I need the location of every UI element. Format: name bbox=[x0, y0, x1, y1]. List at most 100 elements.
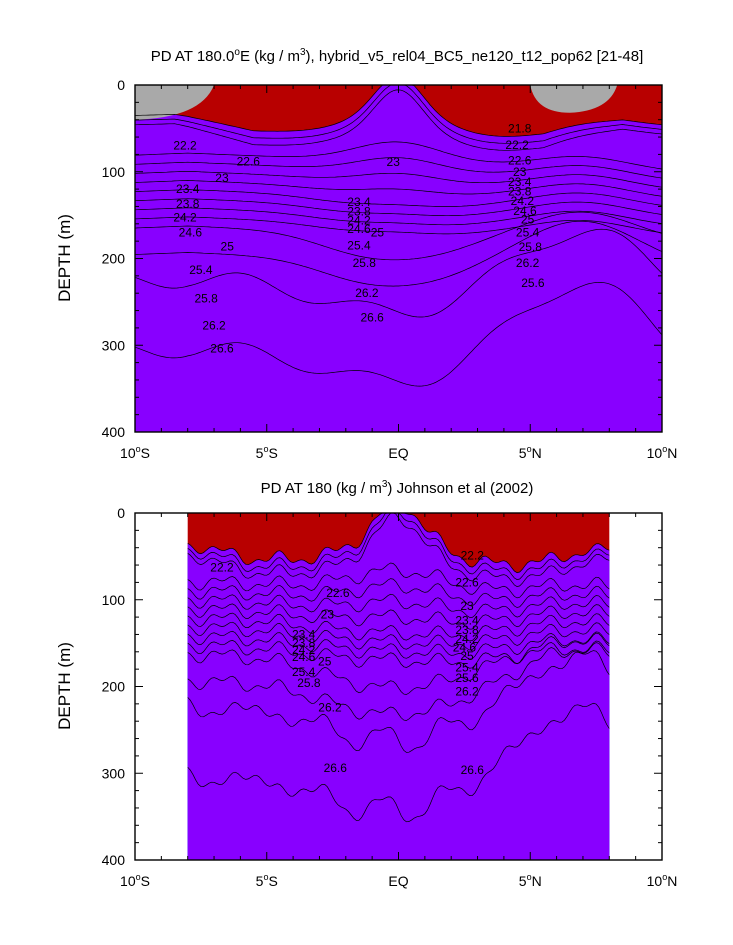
isopycnal-25 bbox=[134, 207, 663, 226]
contour-label: 22.2 bbox=[210, 561, 234, 575]
contour-label: 25.8 bbox=[297, 676, 321, 690]
contour-label: 23.8 bbox=[292, 636, 316, 650]
y-tick-label: 400 bbox=[102, 424, 126, 440]
contour-label: 24.2 bbox=[292, 643, 316, 657]
model-y-axis-label: DEPTH (m) bbox=[55, 214, 74, 302]
contour-label: 23.4 bbox=[176, 182, 200, 196]
contour-label: 24.6 bbox=[292, 650, 316, 664]
contour-label: 26.2 bbox=[516, 256, 540, 270]
contour-label: 21.8 bbox=[508, 121, 532, 135]
contour-label: 26.2 bbox=[318, 700, 342, 714]
contour-label: 25 bbox=[221, 239, 235, 253]
contour-label: 22.6 bbox=[237, 154, 261, 168]
observed-y-axis-label: DEPTH (m) bbox=[55, 642, 74, 730]
contour-label: 25.8 bbox=[353, 256, 377, 270]
y-tick-label: 200 bbox=[102, 251, 126, 267]
contour-label: 24.2 bbox=[455, 632, 479, 646]
x-tick-label: EQ bbox=[388, 445, 408, 461]
isopycnal-22.6 bbox=[134, 141, 663, 170]
observed-density-panel: PD AT 180 (kg / m3) Johnson et al (2002)… bbox=[55, 479, 677, 889]
contour-label: 25.4 bbox=[292, 665, 316, 679]
model-density-panel: PD AT 180.0oE (kg / m3), hybrid_v5_rel04… bbox=[55, 47, 677, 461]
contour-label: 22.6 bbox=[326, 586, 350, 600]
contour-label: 23.8 bbox=[508, 185, 532, 199]
contour-label: 25.8 bbox=[519, 240, 543, 254]
contour-label: 22.2 bbox=[173, 139, 197, 153]
isopycnal-24.2 bbox=[187, 612, 610, 642]
y-tick-label: 0 bbox=[117, 505, 125, 521]
contour-label: 24.2 bbox=[173, 211, 197, 225]
contour-label: 25.4 bbox=[455, 660, 479, 674]
contour-label: 24.6 bbox=[513, 204, 537, 218]
contour-label: 25.4 bbox=[189, 263, 213, 277]
contour-label: 23.4 bbox=[455, 614, 479, 628]
isopycnal-24.6 bbox=[187, 621, 610, 651]
isopycnal-26.6 bbox=[134, 228, 663, 318]
contour-label: 24.2 bbox=[511, 194, 535, 208]
contour-label: 25.8 bbox=[194, 291, 218, 305]
density-band-21.4 bbox=[135, 85, 662, 432]
contour-label: 24.2 bbox=[347, 213, 371, 227]
contour-label: 24.6 bbox=[453, 640, 477, 654]
contour-label: 25.4 bbox=[516, 225, 540, 239]
contour-label: 25 bbox=[318, 654, 332, 668]
isopycnal-23.4 bbox=[134, 170, 663, 188]
y-tick-label: 200 bbox=[102, 679, 126, 695]
contour-label: 25.6 bbox=[455, 671, 479, 685]
isopycnal-23.8 bbox=[187, 603, 610, 630]
isopycnal-23.8 bbox=[134, 180, 663, 197]
isopycnal-23.4 bbox=[187, 593, 610, 618]
x-tick-label: 5oN bbox=[519, 872, 542, 889]
isopycnal-25.8 bbox=[134, 211, 663, 261]
y-tick-label: 300 bbox=[102, 337, 126, 353]
contour-label: 26.6 bbox=[360, 310, 384, 324]
x-tick-label: 10oN bbox=[647, 872, 678, 889]
contour-label: 23.4 bbox=[292, 627, 316, 641]
y-tick-label: 0 bbox=[117, 77, 125, 93]
contour-label: 22.6 bbox=[508, 153, 532, 167]
contour-label: 24.6 bbox=[347, 222, 371, 236]
isopycnal-27 bbox=[187, 702, 610, 823]
x-tick-label: 5oN bbox=[519, 444, 542, 461]
model-panel-title: PD AT 180.0oE (kg / m3), hybrid_v5_rel04… bbox=[151, 47, 644, 65]
contour-label: 23.4 bbox=[347, 195, 371, 209]
contour-label: 23.8 bbox=[176, 197, 200, 211]
contour-label: 22.2 bbox=[505, 138, 529, 152]
x-tick-label: 10oS bbox=[120, 444, 150, 461]
contour-label: 25 bbox=[460, 649, 474, 663]
contour-label: 25.6 bbox=[521, 276, 545, 290]
contour-label: 26.6 bbox=[210, 342, 234, 356]
y-tick-label: 300 bbox=[102, 765, 126, 781]
contour-label: 26.2 bbox=[455, 685, 479, 699]
contour-label: 23.4 bbox=[508, 175, 532, 189]
isopycnal-27 bbox=[134, 281, 663, 387]
contour-label: 26.6 bbox=[324, 761, 348, 775]
x-tick-label: 10oS bbox=[120, 872, 150, 889]
contour-label: 23 bbox=[513, 165, 527, 179]
isopycnal-23 bbox=[134, 157, 663, 179]
x-tick-label: 10oN bbox=[647, 444, 678, 461]
contour-label: 26.6 bbox=[461, 763, 485, 777]
y-tick-label: 400 bbox=[102, 852, 126, 868]
isopycnal-26.2 bbox=[134, 220, 663, 287]
isopycnal-26.2 bbox=[187, 642, 610, 721]
isopycnal-25 bbox=[187, 630, 610, 660]
isopycnal-23 bbox=[187, 578, 610, 608]
contour-label: 25 bbox=[521, 212, 535, 226]
observed-panel-title: PD AT 180 (kg / m3) Johnson et al (2002) bbox=[261, 479, 534, 497]
contour-label: 23.8 bbox=[347, 205, 371, 219]
contour-label: 26.2 bbox=[355, 286, 379, 300]
contour-label: 22.6 bbox=[455, 575, 479, 589]
isopycnal-24.6 bbox=[134, 198, 663, 217]
isopycnal-25.4 bbox=[134, 216, 663, 235]
isopycnal-25.8 bbox=[187, 632, 610, 695]
contour-label: 25 bbox=[371, 225, 385, 239]
contour-label: 23 bbox=[215, 171, 229, 185]
x-tick-label: EQ bbox=[388, 873, 408, 889]
x-tick-label: 5oS bbox=[256, 444, 278, 461]
contour-label: 25.4 bbox=[347, 238, 371, 252]
contour-label: 22.2 bbox=[461, 549, 485, 563]
contour-label: 26.2 bbox=[202, 318, 226, 332]
contour-label: 23 bbox=[387, 155, 401, 169]
